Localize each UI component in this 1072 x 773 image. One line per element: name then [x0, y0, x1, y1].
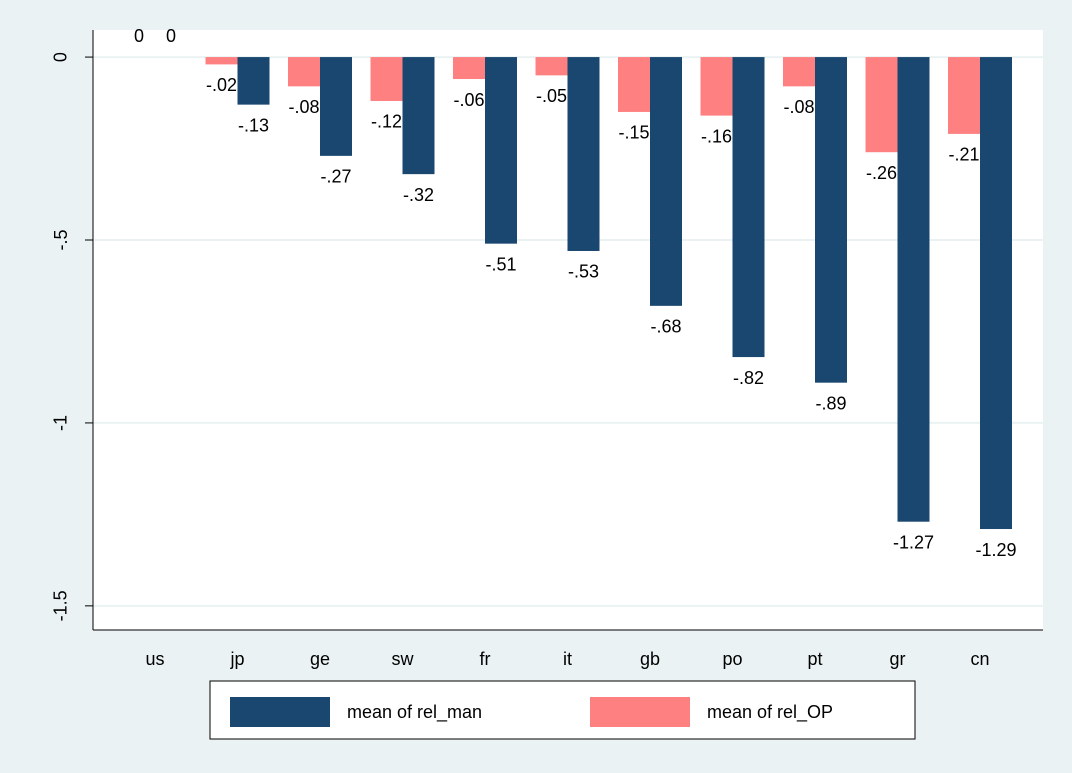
x-tick-label: po — [722, 649, 742, 669]
value-label: -.27 — [320, 167, 351, 187]
x-tick-label: sw — [392, 649, 415, 669]
bar — [732, 57, 765, 358]
x-tick-label: gb — [640, 649, 660, 669]
value-label: -.08 — [288, 97, 319, 117]
value-label: 0 — [166, 26, 176, 46]
value-label: -.08 — [783, 97, 814, 117]
value-label: -.53 — [568, 262, 599, 282]
value-label: -.32 — [403, 185, 434, 205]
bar — [237, 57, 270, 105]
legend-swatch — [590, 697, 690, 727]
bar — [453, 57, 485, 80]
legend-swatch — [230, 697, 330, 727]
bar — [535, 57, 568, 76]
value-label: -.05 — [536, 86, 567, 106]
bar — [650, 57, 682, 306]
value-label: -.12 — [371, 112, 402, 132]
bar — [485, 57, 517, 244]
value-label: -.02 — [206, 75, 237, 95]
bar — [618, 57, 650, 112]
bar — [402, 57, 435, 175]
y-tick-label: 0 — [51, 52, 71, 62]
x-tick-label: gr — [889, 649, 905, 669]
value-label: -.06 — [453, 90, 484, 110]
x-tick-label: us — [145, 649, 164, 669]
y-tick-label: -.5 — [51, 229, 71, 250]
x-tick-label: ge — [310, 649, 330, 669]
y-tick-label: -1.5 — [51, 590, 71, 621]
value-label: -.89 — [815, 393, 846, 413]
bar — [815, 57, 847, 383]
value-label: -.68 — [650, 317, 681, 337]
x-tick-label: cn — [970, 649, 989, 669]
value-label: -.16 — [701, 126, 732, 146]
bar — [320, 57, 352, 156]
bar — [567, 57, 600, 251]
bar — [897, 57, 930, 522]
bar — [700, 57, 733, 116]
x-tick-label: pt — [807, 649, 822, 669]
bar — [948, 57, 980, 134]
value-label: -.51 — [485, 254, 516, 274]
legend-label: mean of rel_man — [347, 702, 482, 723]
x-tick-label: fr — [480, 649, 491, 669]
bar — [865, 57, 898, 153]
bar — [288, 57, 320, 87]
value-label: -.26 — [866, 163, 897, 183]
value-label: -1.27 — [893, 532, 934, 552]
bar — [783, 57, 815, 87]
y-tick-label: -1 — [51, 415, 71, 431]
bar — [370, 57, 403, 101]
value-label: -1.29 — [975, 540, 1016, 560]
value-label: -.82 — [733, 368, 764, 388]
value-label: -.15 — [618, 123, 649, 143]
legend-label: mean of rel_OP — [707, 702, 833, 723]
bars — [205, 57, 1012, 530]
bar — [205, 57, 238, 65]
x-tick-label: it — [563, 649, 572, 669]
bar — [980, 57, 1012, 530]
value-label: -.21 — [948, 145, 979, 165]
value-label: -.13 — [238, 115, 269, 135]
x-tick-label: jp — [229, 649, 244, 669]
value-label: 0 — [134, 26, 144, 46]
